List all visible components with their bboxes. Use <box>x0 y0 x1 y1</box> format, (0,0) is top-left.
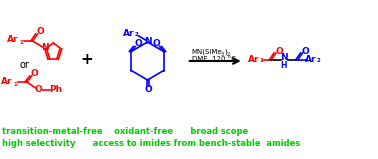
Text: high selectivity      access to imides from bench-stable  amides: high selectivity access to imides from b… <box>2 138 301 148</box>
Text: O: O <box>134 39 142 48</box>
Text: or: or <box>20 60 30 70</box>
Text: O: O <box>153 39 161 48</box>
Text: Ph: Ph <box>49 86 62 94</box>
Text: MN(SiMe: MN(SiMe <box>192 49 222 55</box>
Text: 1: 1 <box>259 59 263 63</box>
Text: Ar: Ar <box>123 28 135 38</box>
Text: 2: 2 <box>227 52 230 56</box>
Text: O: O <box>144 84 152 93</box>
Text: DME, 120 °C: DME, 120 °C <box>192 56 235 62</box>
Text: Ar: Ar <box>7 35 19 45</box>
Text: O: O <box>275 46 283 55</box>
Text: transition-metal-free    oxidant-free      broad scope: transition-metal-free oxidant-free broad… <box>2 127 249 135</box>
Text: 3: 3 <box>221 52 224 56</box>
Text: O: O <box>35 86 42 94</box>
Text: O: O <box>31 69 39 79</box>
Text: O: O <box>302 46 309 55</box>
Text: 1: 1 <box>13 82 17 86</box>
Text: +: + <box>80 52 93 66</box>
Text: O: O <box>37 28 45 37</box>
Text: N: N <box>144 37 151 45</box>
Text: 1: 1 <box>19 39 23 45</box>
Text: N: N <box>280 53 288 62</box>
Text: 2: 2 <box>135 32 139 38</box>
Text: H: H <box>280 61 287 69</box>
Text: 2: 2 <box>316 59 320 63</box>
Text: Ar: Ar <box>305 55 316 63</box>
Text: Ar: Ar <box>248 55 259 63</box>
Text: ): ) <box>224 49 227 55</box>
Text: Ar: Ar <box>2 77 13 86</box>
Text: N: N <box>41 44 48 52</box>
